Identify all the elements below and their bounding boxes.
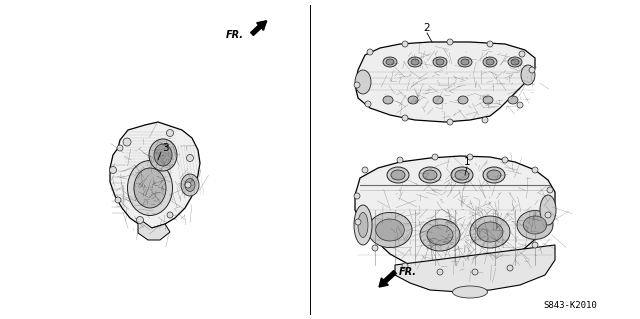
Circle shape <box>123 138 131 146</box>
Text: 1: 1 <box>464 157 470 167</box>
Circle shape <box>482 117 488 123</box>
Circle shape <box>186 154 193 161</box>
Circle shape <box>437 269 443 275</box>
Circle shape <box>397 157 403 163</box>
Ellipse shape <box>391 170 405 180</box>
Ellipse shape <box>419 167 441 183</box>
Ellipse shape <box>387 167 409 183</box>
Circle shape <box>355 219 361 225</box>
Polygon shape <box>110 122 200 228</box>
Ellipse shape <box>458 96 468 104</box>
Circle shape <box>117 145 123 151</box>
Circle shape <box>507 265 513 271</box>
Ellipse shape <box>383 57 397 67</box>
Ellipse shape <box>383 96 393 104</box>
Text: 3: 3 <box>162 143 168 153</box>
Text: FR.: FR. <box>226 30 244 40</box>
Circle shape <box>362 167 368 173</box>
Ellipse shape <box>477 222 503 242</box>
Ellipse shape <box>461 59 469 65</box>
Ellipse shape <box>411 59 419 65</box>
Circle shape <box>185 182 191 188</box>
Circle shape <box>447 119 453 125</box>
Ellipse shape <box>154 144 172 166</box>
Ellipse shape <box>524 216 547 234</box>
Ellipse shape <box>127 160 173 216</box>
Ellipse shape <box>433 57 447 67</box>
Ellipse shape <box>420 219 460 251</box>
Ellipse shape <box>470 216 510 248</box>
Polygon shape <box>355 42 535 122</box>
Polygon shape <box>138 218 170 240</box>
Circle shape <box>109 167 116 174</box>
Polygon shape <box>395 245 555 292</box>
Circle shape <box>166 130 173 137</box>
Ellipse shape <box>427 225 453 245</box>
Ellipse shape <box>433 96 443 104</box>
Ellipse shape <box>436 59 444 65</box>
Ellipse shape <box>408 96 418 104</box>
Circle shape <box>365 101 371 107</box>
Ellipse shape <box>181 174 199 196</box>
Ellipse shape <box>483 96 493 104</box>
Ellipse shape <box>508 57 522 67</box>
Ellipse shape <box>521 65 535 85</box>
Circle shape <box>472 269 478 275</box>
Circle shape <box>354 193 360 199</box>
Circle shape <box>545 212 551 218</box>
Ellipse shape <box>451 167 473 183</box>
FancyArrow shape <box>251 21 266 35</box>
Text: FR.: FR. <box>399 267 417 277</box>
Polygon shape <box>355 156 555 272</box>
Ellipse shape <box>358 212 368 238</box>
Ellipse shape <box>355 70 371 94</box>
Ellipse shape <box>149 139 177 171</box>
Circle shape <box>167 212 173 218</box>
Ellipse shape <box>486 59 494 65</box>
Ellipse shape <box>134 168 166 208</box>
Circle shape <box>532 167 538 173</box>
Ellipse shape <box>540 195 556 225</box>
Circle shape <box>402 115 408 121</box>
FancyArrow shape <box>379 271 396 287</box>
Ellipse shape <box>376 219 404 241</box>
Circle shape <box>367 49 373 55</box>
Ellipse shape <box>452 286 488 298</box>
Circle shape <box>447 39 453 45</box>
Ellipse shape <box>458 57 472 67</box>
Ellipse shape <box>423 170 437 180</box>
Ellipse shape <box>408 57 422 67</box>
Circle shape <box>547 187 553 193</box>
Circle shape <box>519 51 525 57</box>
Ellipse shape <box>508 96 518 104</box>
Circle shape <box>136 217 143 224</box>
Circle shape <box>529 67 535 73</box>
Ellipse shape <box>354 205 372 245</box>
Ellipse shape <box>487 170 501 180</box>
Text: 2: 2 <box>424 23 430 33</box>
Circle shape <box>372 245 378 251</box>
Ellipse shape <box>517 211 553 239</box>
Circle shape <box>502 157 508 163</box>
Text: S843-K2010: S843-K2010 <box>543 300 597 309</box>
Circle shape <box>532 242 538 248</box>
Circle shape <box>402 41 408 47</box>
Circle shape <box>115 197 121 203</box>
Circle shape <box>517 102 523 108</box>
Circle shape <box>402 263 408 269</box>
Ellipse shape <box>483 57 497 67</box>
Ellipse shape <box>185 179 195 191</box>
Ellipse shape <box>386 59 394 65</box>
Circle shape <box>487 41 493 47</box>
Ellipse shape <box>483 167 505 183</box>
Ellipse shape <box>511 59 519 65</box>
Circle shape <box>432 154 438 160</box>
Circle shape <box>467 154 473 160</box>
Ellipse shape <box>368 212 412 248</box>
Ellipse shape <box>455 170 469 180</box>
Circle shape <box>354 82 360 88</box>
